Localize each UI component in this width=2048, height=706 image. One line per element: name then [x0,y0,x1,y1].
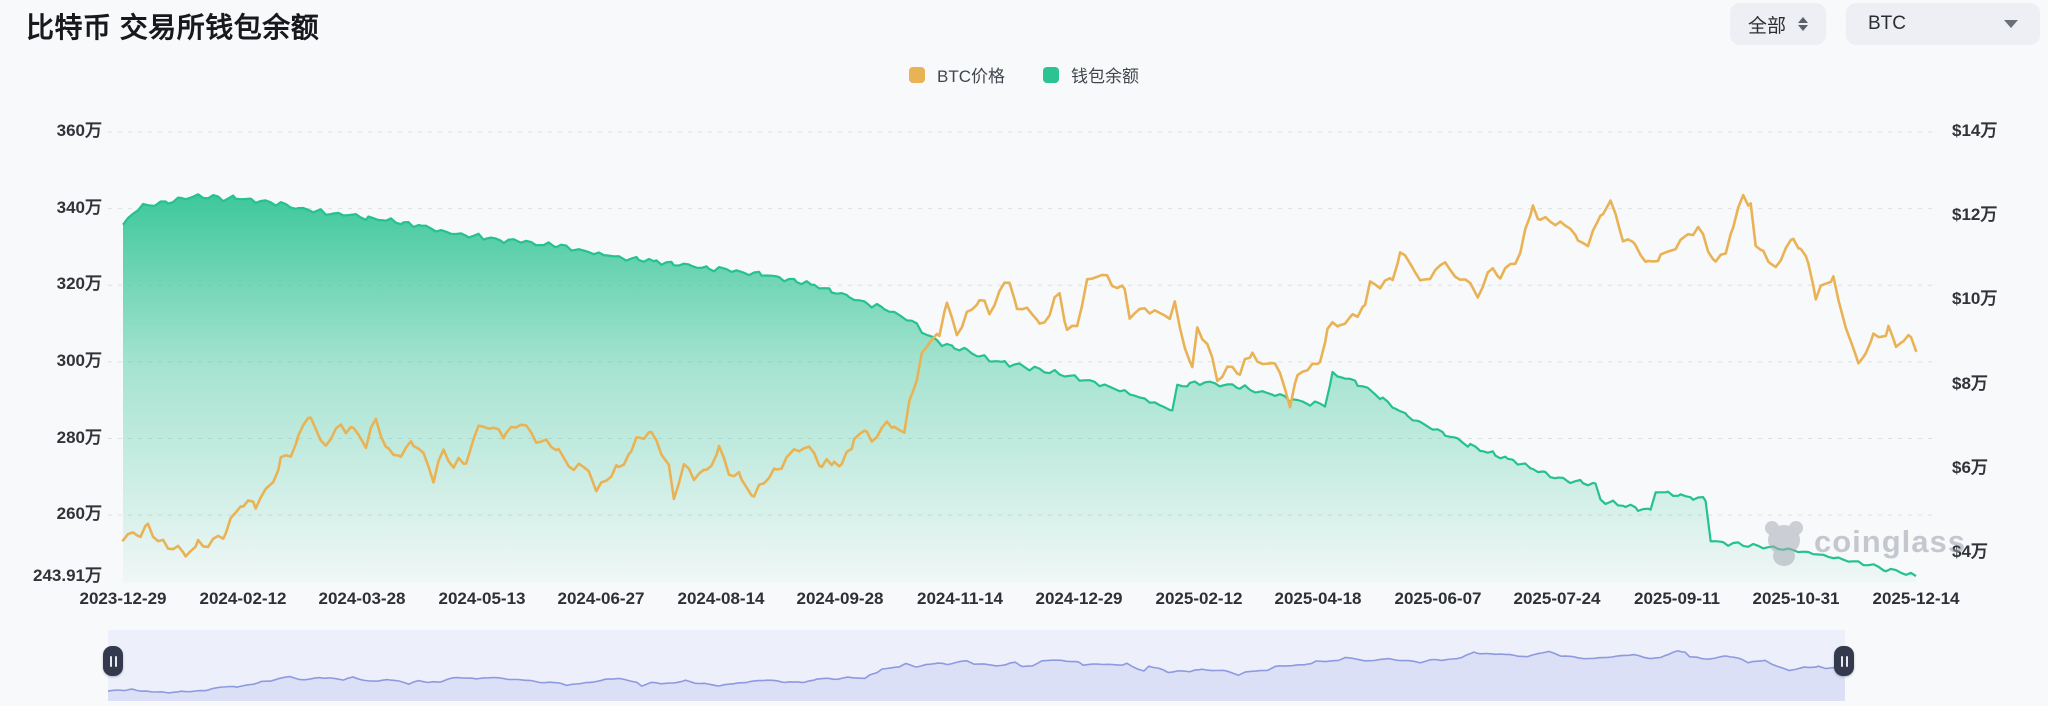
x-axis-tick: 2023-12-29 [79,589,167,608]
right-axis-tick: $8万 [1952,374,1988,393]
x-axis-tick: 2024-06-27 [557,589,645,608]
navigator-left-handle[interactable] [103,646,123,676]
left-axis-tick: 300万 [56,351,102,370]
x-axis-tick: 2025-09-11 [1633,589,1721,608]
symbol-selector-label: BTC [1868,13,1906,34]
left-axis-tick: 360万 [56,121,102,140]
right-axis-tick: $10万 [1952,289,1998,308]
wallet-balance-line [122,193,1917,578]
left-axis-tick: 280万 [56,428,102,447]
x-axis-tick: 2025-04-18 [1274,589,1362,608]
x-axis-tick: 2024-09-28 [796,589,884,608]
navigator-line [107,649,1846,694]
right-axis-tick: $4万 [1952,542,1988,561]
left-axis-tick: 243.91万 [33,566,102,585]
chart-legend: BTC价格 钱包余额 [0,62,2048,87]
x-axis-tick: 2025-12-14 [1872,589,1960,608]
x-axis-tick: 2024-11-14 [916,589,1004,608]
x-axis-tick: 2024-08-14 [677,589,765,608]
left-axis-tick: 320万 [56,274,102,293]
x-axis-tick: 2025-06-07 [1394,589,1482,608]
btc-price-swatch [909,66,925,83]
navigator-area [108,650,1845,701]
wallet-balance-area [123,194,1916,584]
symbol-selector[interactable]: BTC [1846,3,2040,45]
left-axis-tick: 260万 [56,504,102,523]
legend-label: 钱包余额 [1071,67,1139,86]
left-axis-tick: 340万 [56,198,102,217]
x-axis-tick: 2024-03-28 [318,589,406,608]
range-selector[interactable]: 全部 [1729,3,1826,45]
x-axis-tick: 2025-02-12 [1155,589,1243,608]
x-axis-tick: 2024-05-13 [438,589,526,608]
x-axis-tick: 2024-12-29 [1035,589,1123,608]
chevron-down-icon [2004,20,2018,28]
right-axis-tick: $6万 [1952,458,1988,477]
btc-price-line [121,193,1918,558]
legend-label: BTC价格 [937,67,1005,86]
right-axis-tick: $12万 [1952,205,1998,224]
legend-item-wallet-balance[interactable]: 钱包余额 [1043,62,1139,87]
navigator-right-handle[interactable] [1834,646,1854,676]
chart-controls: 全部 BTC [1729,3,2040,45]
range-selector-label: 全部 [1747,15,1786,37]
x-axis-tick: 2025-10-31 [1752,589,1840,608]
sort-arrows-icon [1798,17,1808,31]
wallet-balance-swatch [1043,66,1059,83]
x-axis-tick: 2025-07-24 [1513,589,1601,608]
x-axis-tick: 2024-02-12 [199,589,287,608]
page-title: 比特币 交易所钱包余额 [26,12,320,43]
right-axis-tick: $14万 [1952,121,1998,140]
legend-item-btc-price[interactable]: BTC价格 [909,62,1005,87]
